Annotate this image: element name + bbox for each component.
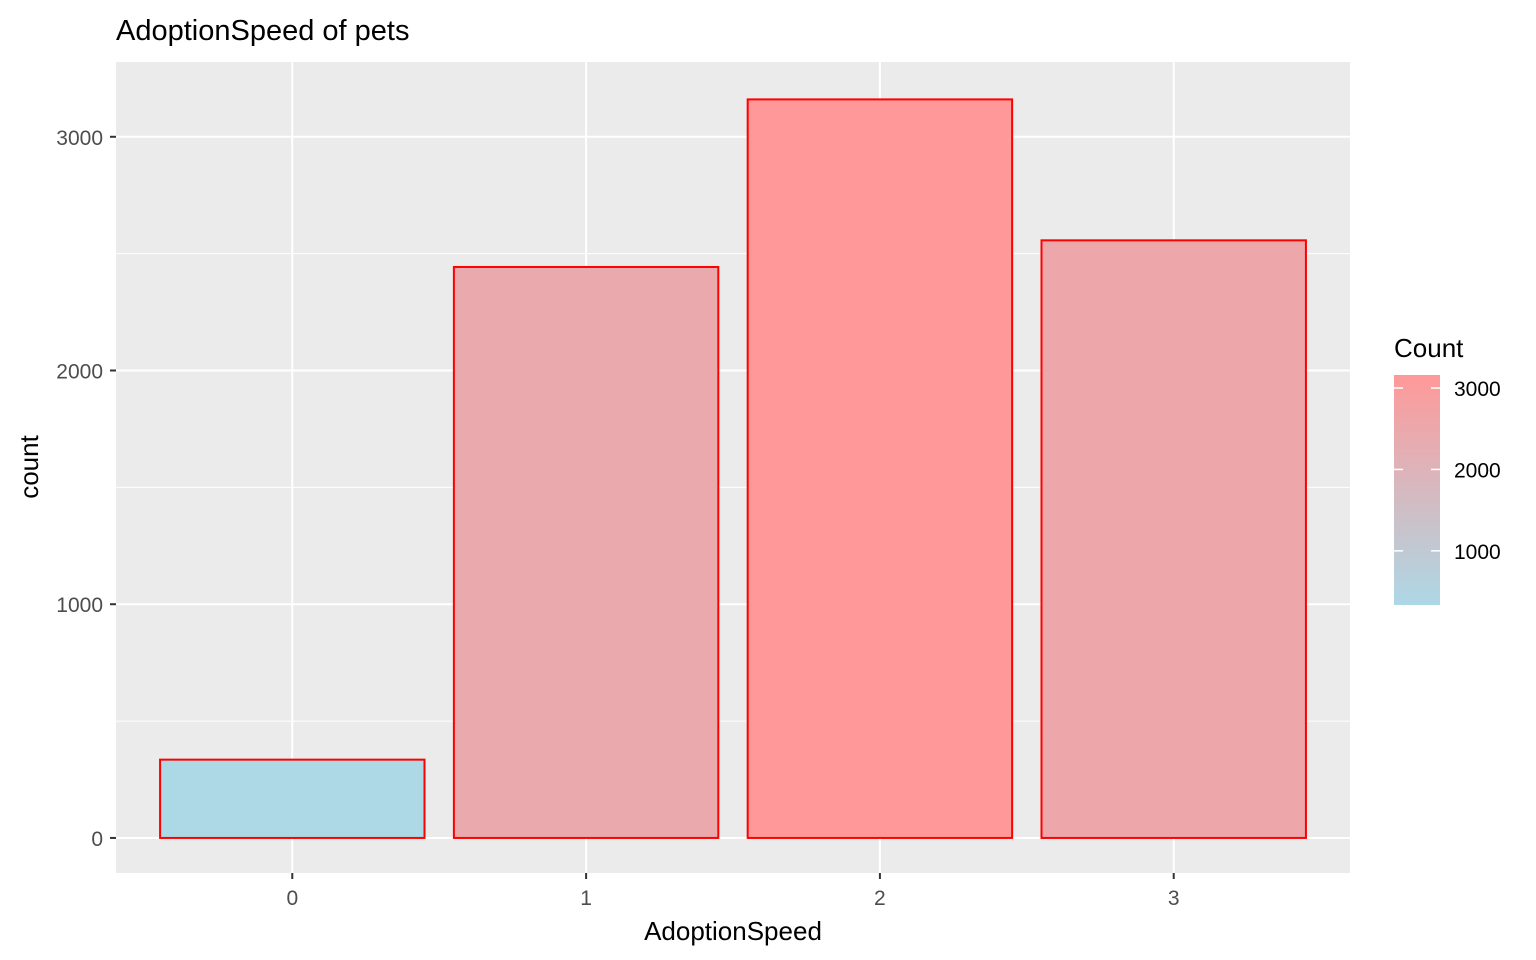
bar [746,98,1014,839]
chart-title: AdoptionSpeed of pets [116,15,409,47]
legend-tick-label: 1000 [1454,541,1501,564]
legend-colorbar [1394,375,1440,605]
legend: Count 1000 2000 3000 [1394,333,1501,605]
bars [159,98,1307,839]
y-tick-label: 0 [91,828,103,851]
x-tick-label: 3 [1168,887,1180,910]
x-axis-title: AdoptionSpeed [644,916,822,946]
y-axis: 0 1000 2000 3000 [56,127,116,851]
legend-title: Count [1394,333,1464,363]
bar [452,265,720,839]
x-tick-label: 0 [286,887,298,910]
y-tick-label: 3000 [56,127,103,150]
bar [159,758,426,839]
x-tick-label: 1 [580,887,592,910]
x-tick-label: 2 [874,887,886,910]
y-axis-title: count [14,434,44,498]
bar [1040,239,1307,839]
legend-tick-label: 2000 [1454,459,1501,482]
y-tick-label: 2000 [56,361,103,384]
y-tick-label: 1000 [56,594,103,617]
legend-tick-label: 3000 [1454,378,1501,401]
x-axis: 0 1 2 3 [286,873,1180,910]
legend-ticks: 1000 2000 3000 [1394,378,1501,564]
